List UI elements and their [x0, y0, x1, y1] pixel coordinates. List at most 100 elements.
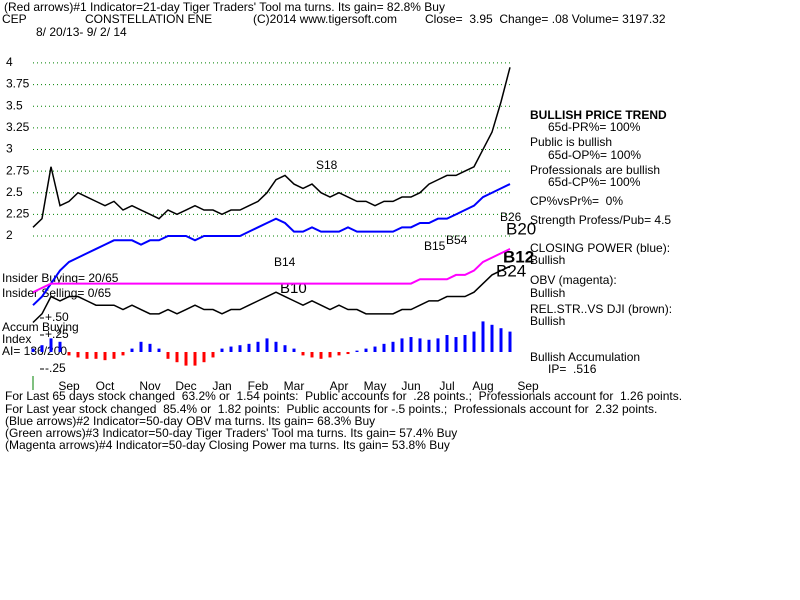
series-line — [32, 265, 511, 324]
accumulation-bar — [238, 345, 242, 352]
symbol: CEP — [2, 12, 27, 26]
accumulation-bar — [319, 352, 323, 359]
accumulation-bar — [301, 352, 305, 356]
left-note: Accum Buying — [2, 320, 79, 334]
accumulation-bar — [202, 352, 206, 363]
accumulation-bar — [112, 352, 116, 359]
accumulation-bar — [310, 352, 314, 358]
y2-tick-label: +.25 — [45, 327, 69, 341]
accumulation-bar — [373, 346, 377, 352]
y-tick-label: 3.25 — [6, 120, 30, 134]
y-tick-label: 4 — [6, 55, 13, 69]
x-tick-label: Sep — [517, 379, 539, 393]
chart-title: CONSTELLATION ENE — [85, 12, 212, 26]
accumulation-bar — [499, 328, 503, 352]
accumulation-bar — [256, 341, 260, 352]
y-tick-label: 3.75 — [6, 77, 30, 91]
accumulation-bar — [436, 338, 440, 352]
footer-line: For Last 65 days stock changed 63.2% or … — [5, 389, 682, 403]
accumulation-bar — [148, 343, 152, 352]
accumulation-bar — [40, 345, 44, 352]
series-line — [32, 248, 511, 294]
y-tick-label: 3 — [6, 142, 13, 156]
x-tick-label: Mar — [284, 379, 305, 393]
accumulation-bar — [265, 338, 269, 352]
accumulation-bar — [229, 346, 233, 352]
accumulation-bar — [409, 337, 413, 352]
panel-note: Bullish — [530, 314, 565, 328]
accumulation-bar — [391, 341, 395, 352]
accumulation-bar — [130, 348, 134, 352]
accumulation-bar — [418, 338, 422, 352]
series-line — [32, 67, 511, 228]
accumulation-bar — [346, 352, 350, 355]
signal-label: B54 — [446, 233, 468, 247]
series-line — [32, 183, 511, 306]
panel-note: 65d-PR%= 100% — [548, 120, 641, 134]
y-tick-label: 3.5 — [6, 98, 23, 112]
accumulation-bar — [481, 321, 485, 352]
panel-note: 65d-CP%= 100% — [548, 175, 641, 189]
accumulation-bar — [247, 343, 251, 352]
x-tick-label: Feb — [248, 379, 269, 393]
accumulation-bar — [67, 352, 71, 356]
panel-note: Public is bullish — [530, 135, 612, 149]
accumulation-bar — [76, 352, 80, 358]
x-tick-label: Jun — [401, 379, 420, 393]
accumulation-bar — [58, 341, 62, 352]
signal-label: B12 — [503, 247, 534, 266]
left-note: AI= 136/200 — [2, 344, 67, 358]
y-tick-label: 2.25 — [6, 207, 30, 221]
accumulation-bar — [472, 331, 476, 352]
source: (C)2014 www.tigersoft.com — [253, 12, 397, 26]
accumulation-bar — [454, 337, 458, 352]
accumulation-bar — [49, 338, 53, 352]
accumulation-bar — [283, 345, 287, 352]
y-tick-label: 2.75 — [6, 163, 30, 177]
panel-note: Bullish Accumulation — [530, 350, 640, 364]
accumulation-bar — [337, 352, 341, 356]
accumulation-bar — [274, 341, 278, 352]
accumulation-bar — [382, 343, 386, 352]
accumulation-bar — [211, 352, 215, 358]
x-tick-label: Nov — [139, 379, 160, 393]
accumulation-bar — [490, 324, 494, 352]
accumulation-bar — [175, 352, 179, 363]
left-note: Index — [2, 332, 31, 346]
x-tick-label: Aug — [472, 379, 493, 393]
footer-line: For Last year stock changed 85.4% or 1.8… — [5, 402, 657, 416]
accumulation-bar — [463, 335, 467, 352]
accumulation-bar — [94, 352, 98, 359]
accumulation-bar — [193, 352, 197, 366]
signal-label: B26 — [500, 210, 522, 224]
footer-line: (Blue arrows)#2 Indicator=50-day OBV ma … — [5, 414, 375, 428]
accumulation-bar — [328, 352, 332, 358]
signal-label: B15 — [424, 239, 446, 253]
accumulation-bar — [508, 331, 512, 352]
signal-label: B24 — [496, 261, 526, 280]
panel-note: CP%vsPr%= 0% — [530, 194, 623, 208]
panel-note: Bullish — [530, 286, 565, 300]
y2-tick-label: -.25 — [45, 361, 66, 375]
y2-tick-label: +.50 — [45, 310, 69, 324]
left-note: Insider Buying= 20/65 — [2, 271, 119, 285]
accumulation-bar — [103, 352, 107, 361]
signal-label: B20 — [506, 219, 536, 238]
accumulation-bar — [355, 350, 359, 352]
panel-note: Strength Profess/Pub= 4.5 — [530, 213, 671, 227]
accumulation-bar — [31, 348, 35, 352]
x-tick-label: Sep — [58, 379, 80, 393]
accumulation-bar — [85, 352, 89, 359]
panel-note: REL.STR..VS DJI (brown): — [530, 302, 672, 316]
x-tick-label: Apr — [330, 379, 349, 393]
x-tick-label: Jan — [212, 379, 231, 393]
accumulation-bar — [139, 341, 143, 352]
signal-label: B14 — [274, 255, 296, 269]
signal-label: S18 — [316, 158, 338, 172]
accumulation-bar — [166, 352, 170, 359]
x-tick-label: Dec — [175, 379, 196, 393]
accumulation-bar — [364, 348, 368, 352]
accumulation-bar — [157, 348, 161, 352]
